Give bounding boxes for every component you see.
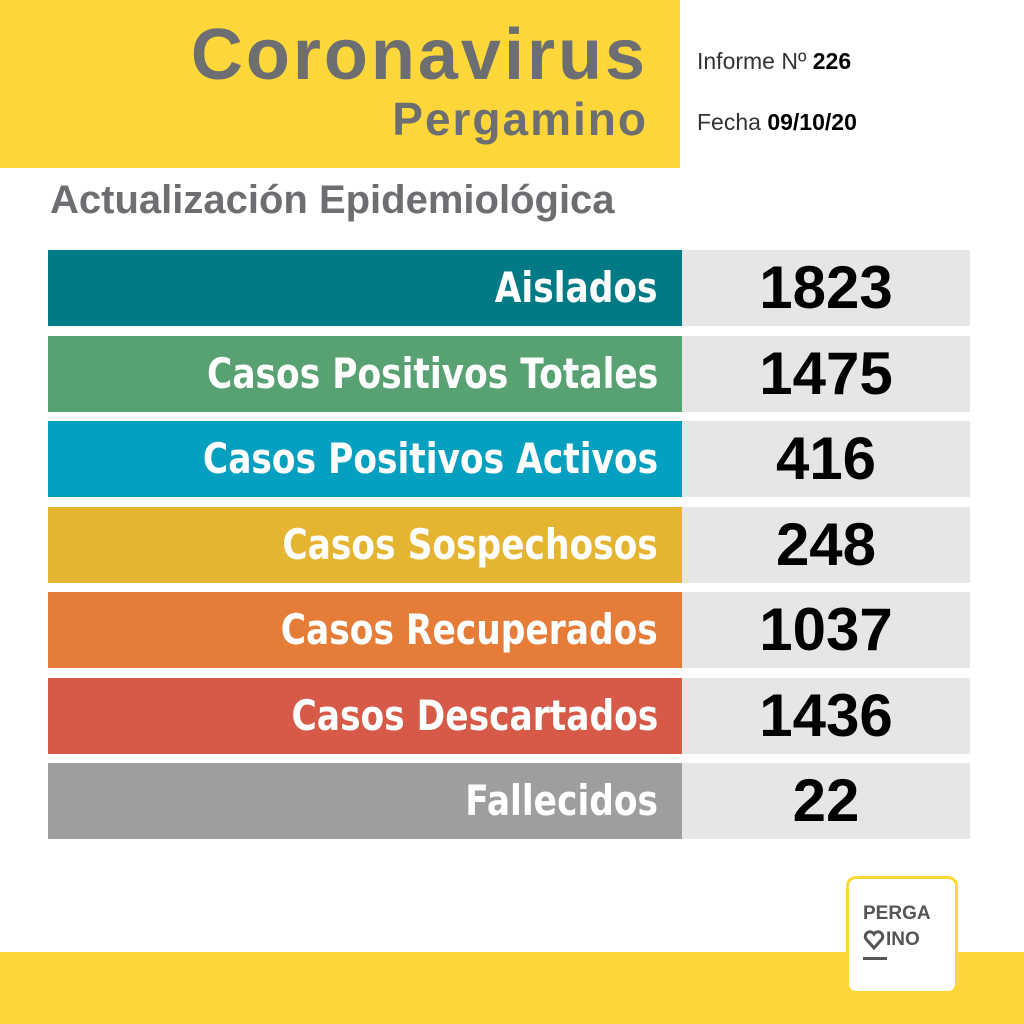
stat-label: Casos Descartados xyxy=(291,690,658,740)
stat-label: Casos Sospechosos xyxy=(282,519,658,569)
logo: PERGA INO xyxy=(846,876,958,994)
stat-label-box: Casos Sospechosos xyxy=(48,506,682,583)
stat-value: 22 xyxy=(682,763,970,839)
logo-text: INO xyxy=(886,929,920,950)
stat-value: 248 xyxy=(682,506,970,583)
stat-row: Casos Positivos Totales 1475 xyxy=(48,335,970,412)
stat-label-box: Casos Positivos Totales xyxy=(48,335,682,412)
stat-value: 1823 xyxy=(682,250,970,326)
stat-row: Casos Positivos Activos 416 xyxy=(48,421,970,497)
title: Coronavirus xyxy=(190,15,648,95)
section-title: Actualización Epidemiológica xyxy=(50,178,615,222)
stat-label: Casos Positivos Activos xyxy=(202,434,658,483)
report-number: 226 xyxy=(812,48,852,74)
stat-value: 1436 xyxy=(682,677,970,754)
stat-label-box: Casos Positivos Activos xyxy=(48,421,682,497)
stat-row: Casos Recuperados 1037 xyxy=(48,592,970,668)
stat-label: Casos Recuperados xyxy=(280,605,658,654)
logo-text: PERGA xyxy=(863,903,931,924)
report-label: Informe Nº xyxy=(697,48,807,74)
stat-value: 416 xyxy=(682,421,970,497)
logo-underline xyxy=(863,957,887,960)
logo-heart xyxy=(863,930,885,951)
stat-value: 1475 xyxy=(682,335,970,412)
stat-label: Fallecidos xyxy=(465,776,658,825)
stat-label-box: Casos Recuperados xyxy=(48,592,682,668)
stat-label: Casos Positivos Totales xyxy=(206,348,658,398)
stat-label-box: Aislados xyxy=(48,250,682,326)
stat-label: Aislados xyxy=(495,263,658,312)
date-label: Fecha xyxy=(697,109,761,135)
date: 09/10/20 xyxy=(767,109,857,135)
stat-label-box: Fallecidos xyxy=(48,763,682,839)
header-band xyxy=(0,0,680,168)
stat-label-box: Casos Descartados xyxy=(48,677,682,754)
date-info: Fecha 09/10/20 xyxy=(697,109,857,136)
stat-row: Casos Sospechosos 248 xyxy=(48,506,970,583)
stat-value: 1037 xyxy=(682,592,970,668)
subtitle: Pergamino xyxy=(392,93,648,145)
report-info: Informe Nº 226 xyxy=(697,48,851,75)
stat-row: Aislados 1823 xyxy=(48,250,970,326)
stat-row: Fallecidos 22 xyxy=(48,763,970,839)
stat-row: Casos Descartados 1436 xyxy=(48,677,970,754)
